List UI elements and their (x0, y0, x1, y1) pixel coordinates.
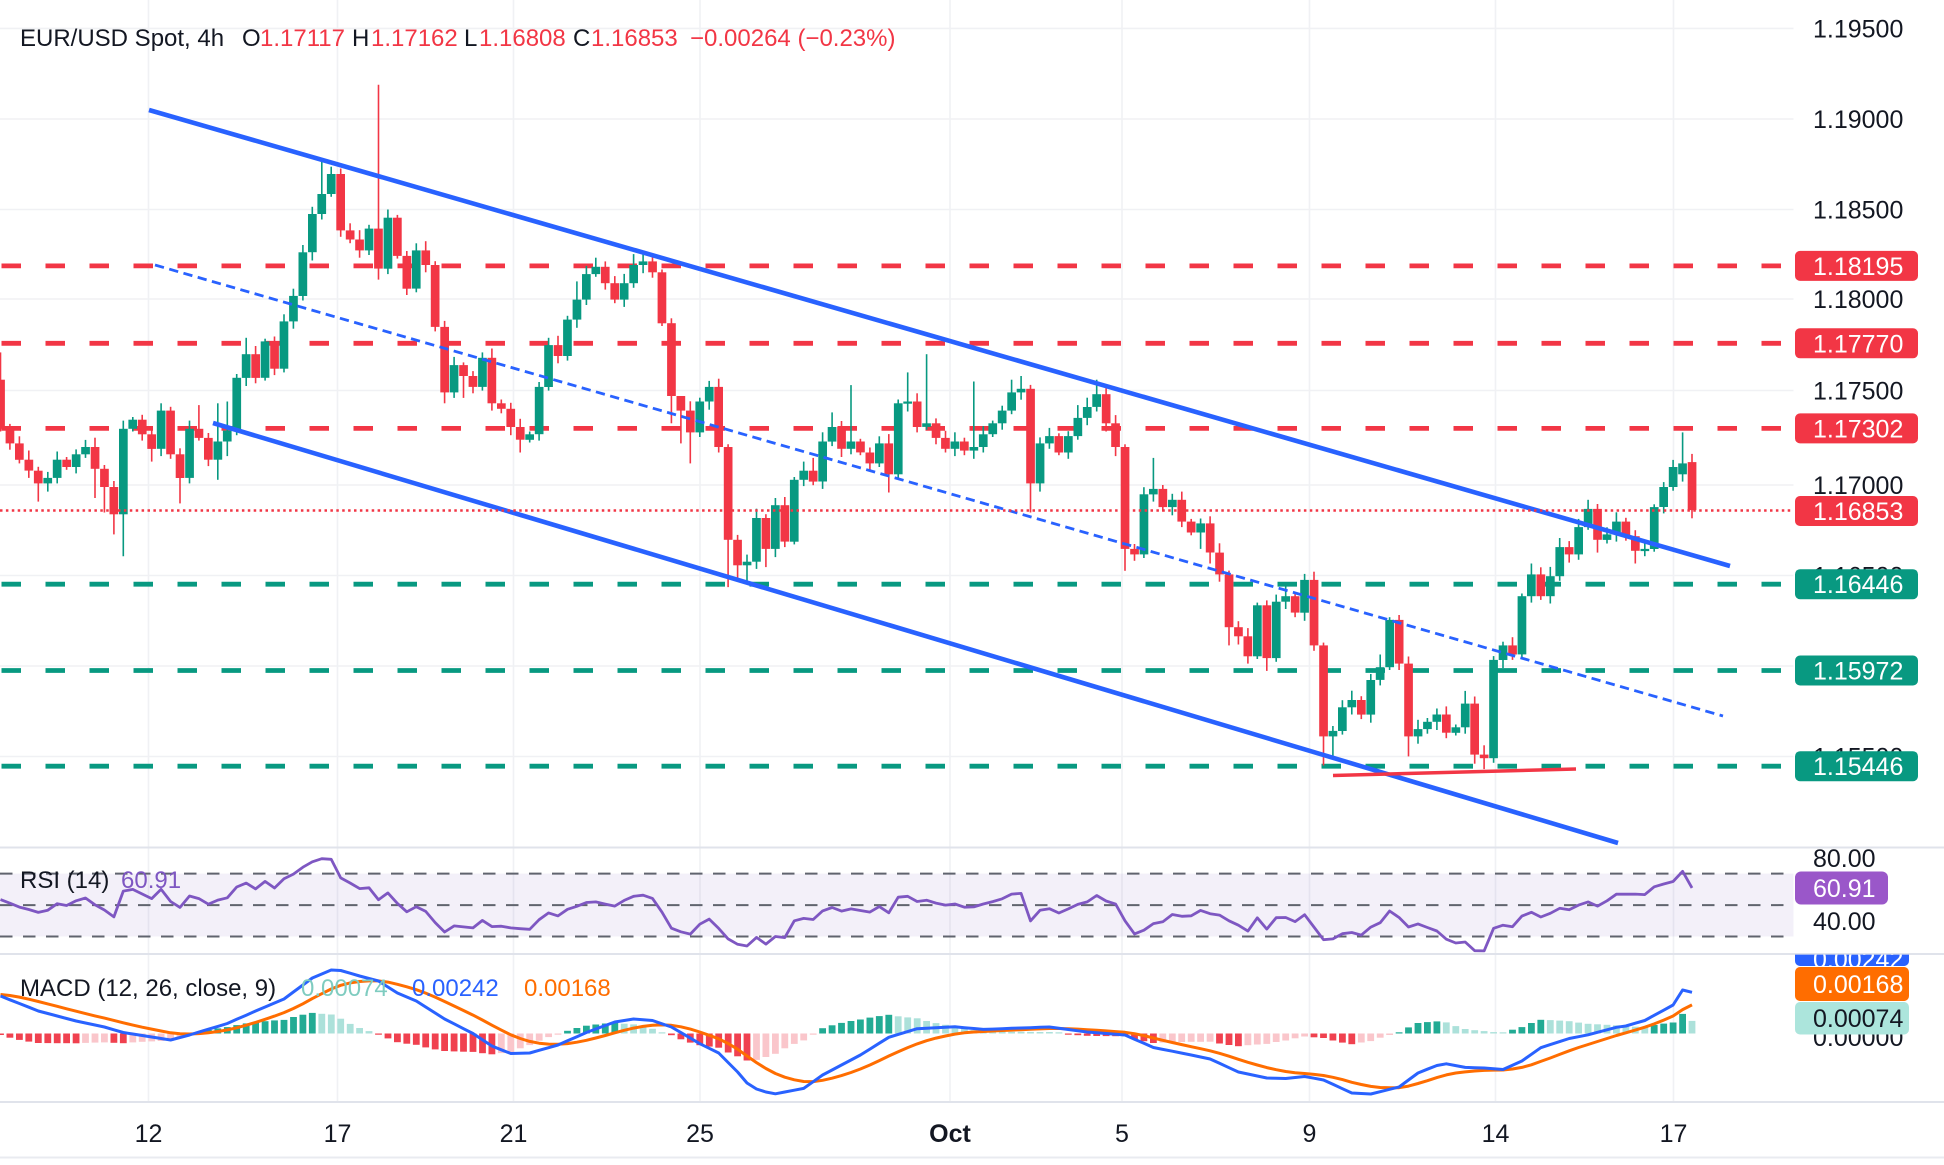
svg-text:−0.00264 (−0.23%): −0.00264 (−0.23%) (690, 25, 896, 52)
svg-text:5: 5 (1115, 1120, 1129, 1148)
svg-text:1.19500: 1.19500 (1813, 15, 1903, 43)
svg-text:0.00074: 0.00074 (301, 975, 388, 1002)
svg-text:O: O (242, 25, 261, 52)
svg-text:1.18500: 1.18500 (1813, 197, 1903, 225)
svg-text:40.00: 40.00 (1813, 908, 1876, 936)
svg-text:0.00242: 0.00242 (412, 975, 499, 1002)
svg-text:MACD (12, 26, close, 9): MACD (12, 26, close, 9) (20, 975, 276, 1002)
svg-text:1.17500: 1.17500 (1813, 378, 1903, 406)
svg-text:60.91: 60.91 (1813, 875, 1876, 903)
svg-text:1.16446: 1.16446 (1813, 571, 1903, 599)
svg-text:1.18195: 1.18195 (1813, 253, 1903, 281)
svg-text:1.16853: 1.16853 (591, 25, 678, 52)
svg-text:C: C (573, 25, 590, 52)
svg-text:1.16853: 1.16853 (1813, 498, 1903, 526)
svg-text:1.19000: 1.19000 (1813, 106, 1903, 134)
svg-text:0.00074: 0.00074 (1813, 1005, 1903, 1033)
svg-text:RSI (14): RSI (14) (20, 867, 109, 894)
svg-text:17: 17 (324, 1120, 352, 1148)
svg-text:1.15446: 1.15446 (1813, 753, 1903, 781)
svg-text:1.17770: 1.17770 (1813, 330, 1903, 358)
svg-text:1.15972: 1.15972 (1813, 658, 1903, 686)
svg-text:12: 12 (135, 1120, 163, 1148)
svg-text:9: 9 (1303, 1120, 1317, 1148)
svg-text:0.00242: 0.00242 (1813, 946, 1903, 974)
svg-text:80.00: 80.00 (1813, 845, 1876, 873)
svg-text:1.17302: 1.17302 (1813, 415, 1903, 443)
svg-text:L: L (464, 25, 477, 52)
svg-text:1.18000: 1.18000 (1813, 286, 1903, 314)
svg-text:60.91: 60.91 (121, 867, 181, 894)
svg-text:Oct: Oct (929, 1120, 971, 1148)
svg-text:17: 17 (1660, 1120, 1688, 1148)
svg-text:1.17000: 1.17000 (1813, 472, 1903, 500)
svg-text:1.17117: 1.17117 (260, 25, 345, 52)
svg-text:0.00168: 0.00168 (524, 975, 611, 1002)
svg-text:21: 21 (500, 1120, 528, 1148)
svg-text:EUR/USD Spot, 4h: EUR/USD Spot, 4h (20, 25, 224, 52)
svg-text:14: 14 (1482, 1120, 1510, 1148)
svg-text:H: H (352, 25, 369, 52)
svg-text:1.17162: 1.17162 (371, 25, 458, 52)
svg-text:1.16808: 1.16808 (479, 25, 566, 52)
svg-text:0.00168: 0.00168 (1813, 971, 1903, 999)
svg-text:25: 25 (686, 1120, 714, 1148)
